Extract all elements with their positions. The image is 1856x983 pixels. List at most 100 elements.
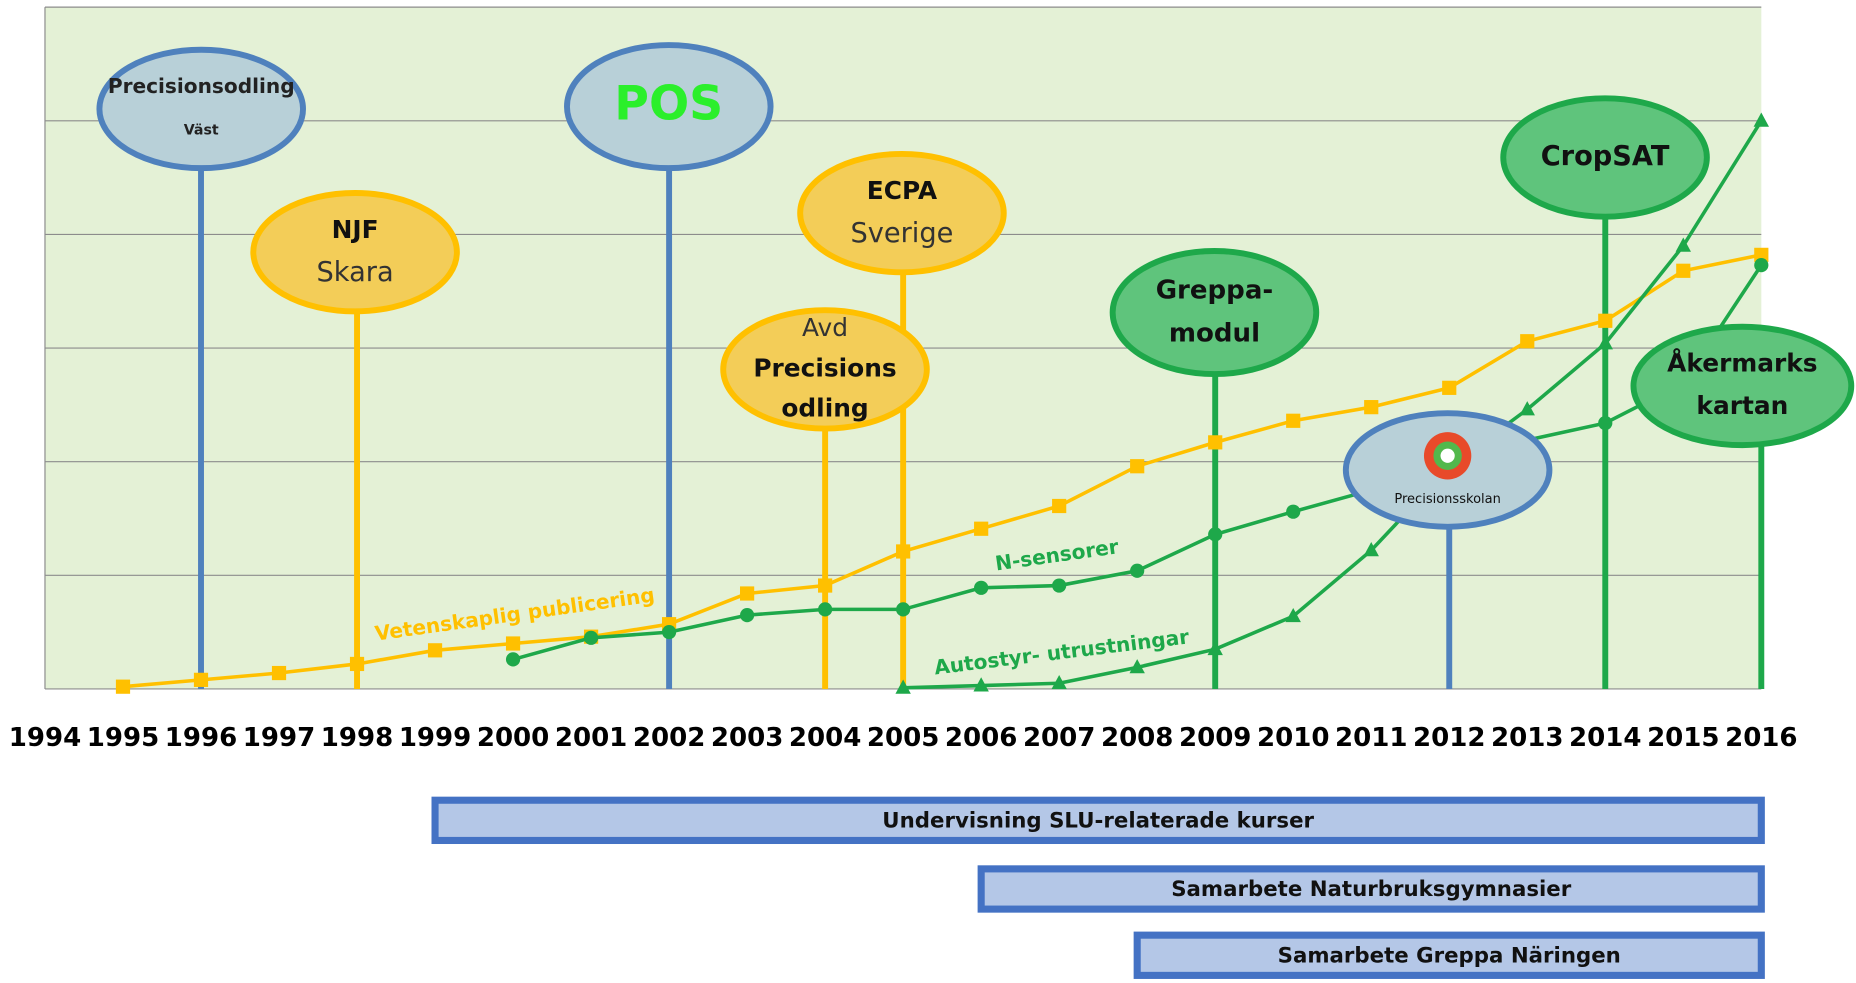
marker — [583, 630, 599, 645]
milestone-bubble — [1630, 323, 1855, 449]
x-tick-label: 2011 — [1335, 723, 1407, 753]
milestone-label: Precisions — [753, 353, 896, 382]
period-bar — [977, 865, 1765, 913]
milestone-bubble — [564, 42, 774, 172]
marker — [740, 586, 755, 601]
milestone-bubble — [797, 150, 1007, 276]
milestone-label: Precisionsodling — [108, 74, 295, 98]
marker — [1129, 659, 1145, 674]
x-tick-label: 1999 — [399, 723, 471, 753]
x-tick-label: 2003 — [711, 723, 783, 753]
x-tick-label: 2012 — [1413, 723, 1485, 753]
x-tick-label: 2016 — [1725, 723, 1797, 753]
series-line — [122, 253, 1762, 689]
milestone-label: POS — [614, 77, 723, 132]
marker — [427, 643, 443, 658]
marker — [1598, 313, 1613, 328]
logo — [1440, 448, 1455, 463]
x-tick-label: 2006 — [945, 723, 1017, 753]
x-tick-label: 2000 — [477, 723, 549, 753]
marker — [1130, 459, 1145, 474]
marker — [271, 665, 287, 681]
marker — [1207, 640, 1223, 656]
milestone-label: Skara — [317, 257, 394, 288]
x-tick-label: 2008 — [1101, 723, 1173, 753]
milestone-label: Väst — [184, 122, 219, 138]
marker — [1676, 263, 1691, 278]
period-label: Undervisning SLU-relaterade kurser — [882, 809, 1314, 834]
milestone-label: odling — [781, 394, 868, 423]
milestone-bubble — [1500, 95, 1710, 220]
milestone-bubble — [96, 46, 306, 172]
milestone-label: Åkermarks — [1667, 349, 1817, 378]
marker — [1754, 257, 1769, 273]
x-tick-label: 2009 — [1179, 723, 1251, 753]
x-tick-label: 2007 — [1023, 723, 1095, 753]
period-bar — [431, 796, 1765, 845]
marker — [1675, 237, 1691, 252]
period-label: Samarbete Naturbruksgymnasier — [1171, 877, 1572, 902]
milestone-label: NJF — [332, 215, 379, 244]
marker — [1519, 401, 1535, 416]
marker — [740, 607, 755, 623]
milestone-label: CropSAT — [1541, 141, 1670, 172]
marker — [818, 578, 833, 593]
marker — [1051, 674, 1067, 690]
milestone-label: Precisionsskolan — [1394, 492, 1501, 507]
x-tick-label: 1998 — [321, 723, 393, 753]
x-tick-label: 2004 — [789, 723, 861, 753]
milestone-bubble — [1109, 248, 1320, 378]
milestone-label: ECPA — [867, 176, 938, 205]
marker — [1520, 334, 1535, 349]
milestone-label: modul — [1169, 318, 1260, 348]
milestone-bubble — [720, 307, 930, 432]
series-line — [903, 119, 1763, 690]
marker — [349, 656, 365, 672]
marker — [1442, 380, 1457, 395]
x-tick-label: 2005 — [867, 723, 939, 753]
x-tick-label: 2010 — [1257, 723, 1329, 753]
marker — [1130, 563, 1145, 578]
marker — [896, 544, 911, 559]
marker — [1208, 435, 1223, 450]
milestone-label: kartan — [1696, 391, 1788, 420]
marker — [1208, 527, 1223, 542]
marker — [818, 602, 833, 617]
marker — [505, 636, 521, 651]
x-tick-label: 1997 — [243, 723, 315, 753]
x-tick-label: 1996 — [165, 723, 237, 753]
marker — [661, 625, 677, 640]
marker — [896, 602, 911, 617]
marker — [193, 672, 209, 687]
marker — [1363, 542, 1379, 557]
x-tick-label: 2002 — [633, 723, 705, 753]
milestone-label: Avd — [802, 313, 848, 342]
milestone-label: Greppa- — [1156, 276, 1274, 306]
marker — [1754, 247, 1769, 262]
marker — [505, 652, 521, 667]
marker — [974, 521, 989, 536]
marker — [115, 679, 131, 694]
period-label: Samarbete Greppa Näringen — [1278, 943, 1621, 968]
x-tick-label: 1994 — [9, 723, 81, 753]
x-tick-label: 2001 — [555, 723, 627, 753]
marker — [1753, 112, 1769, 127]
marker — [1364, 400, 1379, 415]
x-tick-label: 2014 — [1569, 723, 1641, 753]
milestone-label: Sverige — [850, 218, 953, 249]
x-tick-label: 1995 — [87, 723, 159, 753]
marker — [1052, 578, 1067, 593]
marker — [1052, 498, 1067, 514]
marker — [974, 580, 989, 595]
x-tick-label: 2015 — [1647, 723, 1719, 753]
marker — [1286, 413, 1301, 428]
period-bar — [1133, 931, 1765, 979]
marker — [1597, 335, 1613, 350]
milestone-bubble — [250, 190, 460, 315]
marker — [973, 677, 989, 692]
marker — [1286, 504, 1301, 519]
x-tick-label: 2013 — [1491, 723, 1563, 753]
marker — [1285, 607, 1301, 623]
